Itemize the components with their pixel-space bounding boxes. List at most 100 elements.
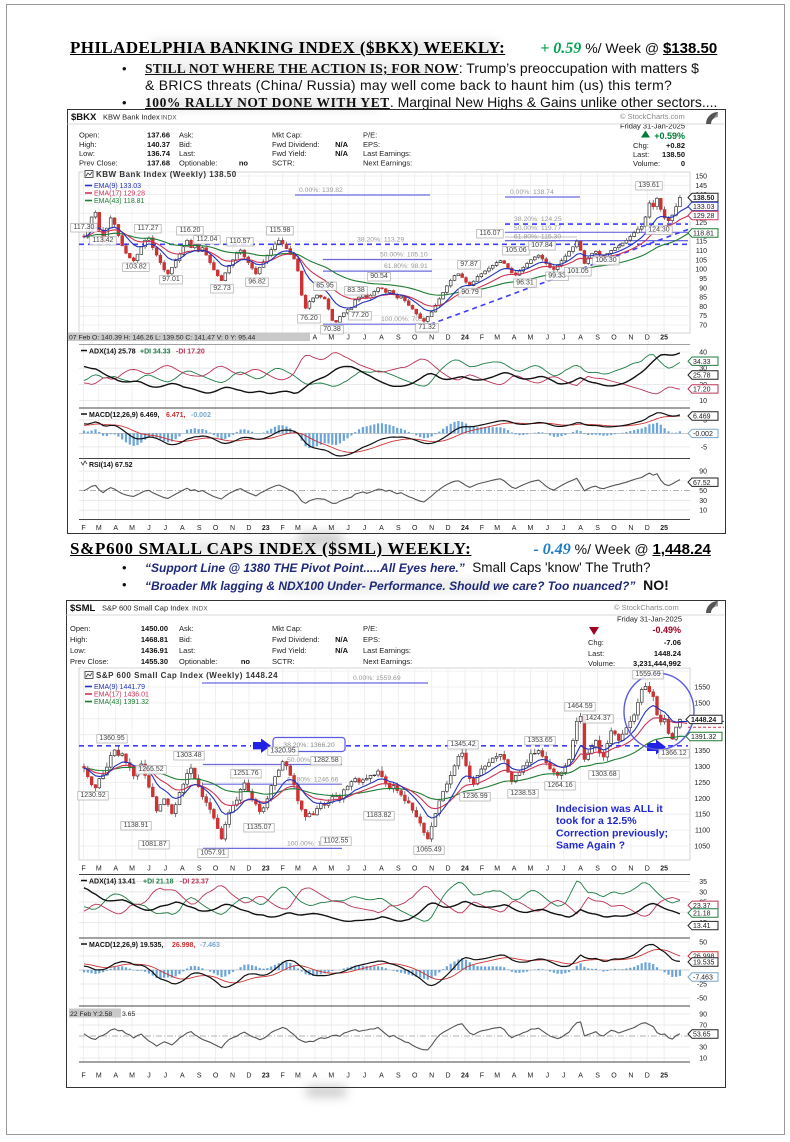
svg-text:138.50: 138.50 — [693, 195, 715, 202]
svg-text:O: O — [412, 1073, 418, 1080]
svg-text:1366.12: 1366.12 — [661, 750, 686, 757]
svg-text:J: J — [562, 525, 566, 532]
svg-text:KBW Bank Index (Weekly) 138.50: KBW Bank Index (Weekly) 138.50 — [96, 170, 237, 179]
svg-text:140.37: 140.37 — [147, 140, 170, 149]
svg-text:67.52: 67.52 — [693, 480, 711, 487]
svg-text:J: J — [346, 335, 350, 342]
svg-text:A: A — [113, 525, 118, 532]
svg-text:Indecision was ALL it: Indecision was ALL it — [556, 803, 663, 815]
svg-text:J: J — [346, 525, 350, 532]
svg-text:75: 75 — [699, 313, 707, 320]
svg-text:Low:: Low: — [70, 646, 86, 655]
svg-text:S: S — [197, 866, 202, 873]
svg-text:S: S — [595, 335, 600, 342]
svg-text:-25: -25 — [697, 982, 707, 989]
svg-text:1282.58: 1282.58 — [313, 757, 338, 764]
svg-text:110.57: 110.57 — [230, 238, 251, 245]
svg-text:1238.53: 1238.53 — [510, 790, 535, 797]
svg-text:D: D — [645, 525, 650, 532]
svg-text:A: A — [313, 1073, 318, 1080]
svg-text:O: O — [213, 525, 219, 532]
svg-text:103.82: 103.82 — [125, 264, 147, 271]
svg-text:N/A: N/A — [335, 140, 349, 149]
svg-text:Open:: Open: — [79, 131, 99, 140]
svg-text:24: 24 — [461, 525, 469, 532]
svg-text:107.84: 107.84 — [531, 242, 553, 249]
svg-text:Mkt Cap:: Mkt Cap: — [272, 624, 302, 633]
svg-text:1303.48: 1303.48 — [176, 752, 201, 759]
svg-text:M: M — [494, 525, 500, 532]
svg-text:J: J — [147, 1073, 151, 1080]
svg-text:N/A: N/A — [335, 646, 349, 655]
svg-text:P/E:: P/E: — [363, 624, 377, 633]
svg-text:0.00%: 138.74: 0.00%: 138.74 — [510, 189, 554, 196]
svg-text:50.00%: 119.77: 50.00%: 119.77 — [514, 225, 561, 232]
svg-text:M: M — [328, 1073, 334, 1080]
svg-text:+0.59%: +0.59% — [654, 131, 685, 141]
svg-text:A: A — [313, 335, 318, 342]
svg-text:O: O — [611, 866, 617, 873]
svg-text:35: 35 — [699, 879, 707, 886]
svg-text:A: A — [379, 525, 384, 532]
svg-text:J: J — [147, 525, 151, 532]
svg-text:EMA(9) 1441.79: EMA(9) 1441.79 — [94, 684, 145, 691]
svg-text:1050: 1050 — [694, 844, 710, 851]
svg-text:1303.68: 1303.68 — [591, 771, 616, 778]
svg-text:105: 105 — [695, 257, 707, 264]
svg-text:1150: 1150 — [695, 812, 710, 819]
svg-text:N/A: N/A — [335, 149, 349, 158]
svg-text:EPS:: EPS: — [363, 635, 380, 644]
svg-text:Next Earnings:: Next Earnings: — [363, 158, 412, 167]
svg-text:A: A — [512, 335, 517, 342]
svg-text:101.05: 101.05 — [567, 268, 589, 275]
svg-text:A: A — [578, 1073, 583, 1080]
svg-text:MACD(12,26,9) 6.469,: MACD(12,26,9) 6.469, — [89, 412, 159, 419]
svg-text:1250: 1250 — [694, 780, 710, 787]
svg-text:138.50: 138.50 — [662, 150, 685, 159]
svg-text:D: D — [446, 335, 451, 342]
svg-text:139.61: 139.61 — [638, 182, 660, 189]
svg-text:Optionable:: Optionable: — [179, 158, 217, 167]
svg-text:O: O — [412, 525, 418, 532]
svg-text:F: F — [480, 335, 484, 342]
svg-text:D: D — [446, 525, 451, 532]
svg-text:1391.32: 1391.32 — [691, 734, 716, 741]
svg-text:M: M — [328, 335, 334, 342]
svg-text:EMA(9) 133.03: EMA(9) 133.03 — [94, 183, 141, 190]
svg-text:J: J — [546, 866, 550, 873]
svg-text:M: M — [494, 335, 500, 342]
svg-text:116.07: 116.07 — [480, 230, 501, 237]
svg-text:1183.82: 1183.82 — [367, 812, 392, 819]
svg-text:Friday 31-Jan-2025: Friday 31-Jan-2025 — [620, 122, 685, 131]
svg-text:Chg:: Chg: — [588, 638, 604, 647]
svg-text:© StockCharts.com: © StockCharts.com — [614, 603, 679, 612]
svg-text:3.65: 3.65 — [122, 1011, 135, 1018]
svg-text:A: A — [512, 525, 517, 532]
svg-text:38.20%: 124.25: 38.20%: 124.25 — [514, 216, 562, 223]
svg-text:1448.24: 1448.24 — [654, 649, 682, 658]
svg-text:117.27: 117.27 — [138, 225, 159, 232]
svg-text:85.95: 85.95 — [316, 283, 334, 290]
svg-text:Optionable:: Optionable: — [179, 657, 217, 666]
svg-text:133.03: 133.03 — [693, 204, 715, 211]
svg-text:A: A — [180, 525, 185, 532]
svg-text:J: J — [546, 1073, 550, 1080]
svg-text:61.80%: 98.91: 61.80%: 98.91 — [384, 263, 428, 270]
svg-text:-0.002: -0.002 — [693, 431, 713, 438]
svg-text:D: D — [645, 866, 650, 873]
svg-text:Friday 31-Jan-2025: Friday 31-Jan-2025 — [617, 615, 682, 624]
svg-text:D: D — [645, 1073, 650, 1080]
svg-text:J: J — [562, 335, 566, 342]
svg-text:1559.69: 1559.69 — [635, 671, 660, 678]
svg-text:150: 150 — [695, 174, 707, 181]
svg-text:1230.92: 1230.92 — [80, 792, 105, 799]
svg-text:N: N — [429, 525, 434, 532]
svg-text:-7.463: -7.463 — [693, 975, 713, 982]
svg-text:S: S — [595, 525, 600, 532]
svg-text:50: 50 — [699, 488, 707, 495]
svg-text:EMA(43) 1391.32: EMA(43) 1391.32 — [94, 699, 149, 706]
svg-text:1200: 1200 — [694, 796, 710, 803]
svg-text:A: A — [313, 525, 318, 532]
svg-text:S: S — [197, 1073, 202, 1080]
svg-text:M: M — [129, 1073, 135, 1080]
